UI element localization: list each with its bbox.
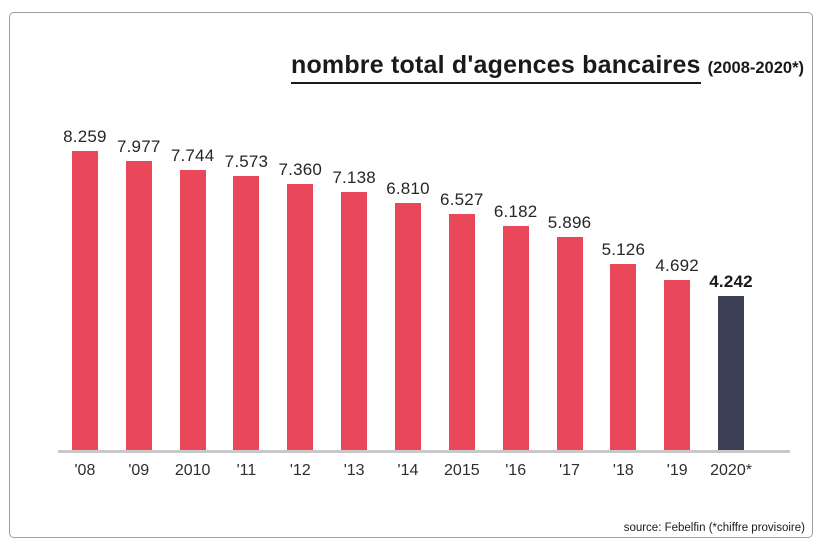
bar	[502, 226, 529, 450]
bar-value-label: 4.692	[655, 256, 699, 275]
bar-slot: 7.360	[273, 160, 327, 450]
bar-highlight	[718, 296, 745, 450]
bar	[610, 264, 637, 450]
chart-subtitle: (2008-2020*)	[707, 59, 804, 77]
bar-value-label: 5.896	[547, 213, 592, 232]
bar-slot: 4.242	[704, 272, 758, 450]
x-axis-label: '19	[666, 462, 688, 479]
bar	[664, 280, 691, 450]
bar	[71, 151, 98, 450]
bar-slot: 7.138	[327, 168, 381, 450]
x-axis-label: '12	[289, 462, 311, 479]
bar	[556, 237, 583, 450]
bar-slot: 5.126	[596, 240, 650, 450]
x-axis-label: 2015	[444, 462, 480, 479]
bar-slot: 8.259	[58, 127, 112, 450]
bar-value-label: 7.138	[332, 168, 376, 187]
chart-title: nombre total d'agences bancaires	[290, 51, 701, 84]
source-note: source: Febelfin (*chiffre provisoire)	[623, 522, 805, 534]
bar	[233, 176, 260, 450]
bar	[341, 192, 368, 450]
chart-title-row: nombre total d'agences bancaires (2008-2…	[290, 51, 804, 84]
x-axis-label: '17	[559, 462, 580, 479]
bar-value-label: 5.126	[601, 240, 646, 259]
bar-value-label: 4.242	[709, 272, 753, 291]
bar-slot: 5.896	[543, 213, 597, 450]
bar-value-label: 7.744	[170, 146, 215, 165]
x-axis-label: 2010	[174, 462, 211, 479]
bar	[394, 203, 421, 450]
bar-slot: 6.527	[435, 190, 489, 450]
x-axis-label: '16	[505, 462, 527, 479]
bar-value-label: 6.527	[440, 190, 484, 209]
chart-frame: nombre total d'agences bancaires (2008-2…	[9, 12, 813, 538]
bar-value-label: 7.573	[224, 152, 269, 171]
x-axis-label: '09	[128, 462, 150, 479]
x-axis-label: '13	[343, 462, 365, 479]
bar-value-label: 8.259	[63, 127, 107, 146]
x-axis-label: '14	[397, 462, 419, 479]
bar-slot: 7.977	[112, 137, 166, 450]
bar-slot: 7.744	[166, 146, 220, 450]
bar-slot: 6.182	[489, 202, 543, 450]
bar	[448, 214, 475, 450]
plot-area: 8.259 7.977 7.744 7.573 7.360 7.138 6.810 6.527…	[58, 13, 790, 537]
bar	[287, 184, 314, 450]
bars-row: 8.259 7.977 7.744 7.573 7.360 7.138 6.810 6.527…	[58, 13, 758, 450]
x-axis-line	[58, 450, 790, 453]
bar-value-label: 7.360	[278, 160, 323, 179]
x-axis-label: 2020*	[710, 462, 752, 479]
bar-value-label: 6.182	[493, 202, 538, 221]
bar	[179, 170, 206, 450]
x-axis-label: '18	[612, 462, 634, 479]
bar-value-label: 7.977	[116, 137, 161, 156]
bar-slot: 7.573	[220, 152, 274, 450]
bar-slot: 4.692	[650, 256, 704, 450]
bar-value-label: 6.810	[386, 179, 430, 198]
bar-slot: 6.810	[381, 179, 435, 450]
x-axis-labels: '08 '09 2010 '11 '12 '13 '14 2015 '16 '17 '18 '19 20…	[58, 462, 758, 480]
x-axis-label: '11	[236, 462, 257, 479]
x-axis-label: '08	[74, 462, 96, 479]
bar	[125, 161, 152, 450]
